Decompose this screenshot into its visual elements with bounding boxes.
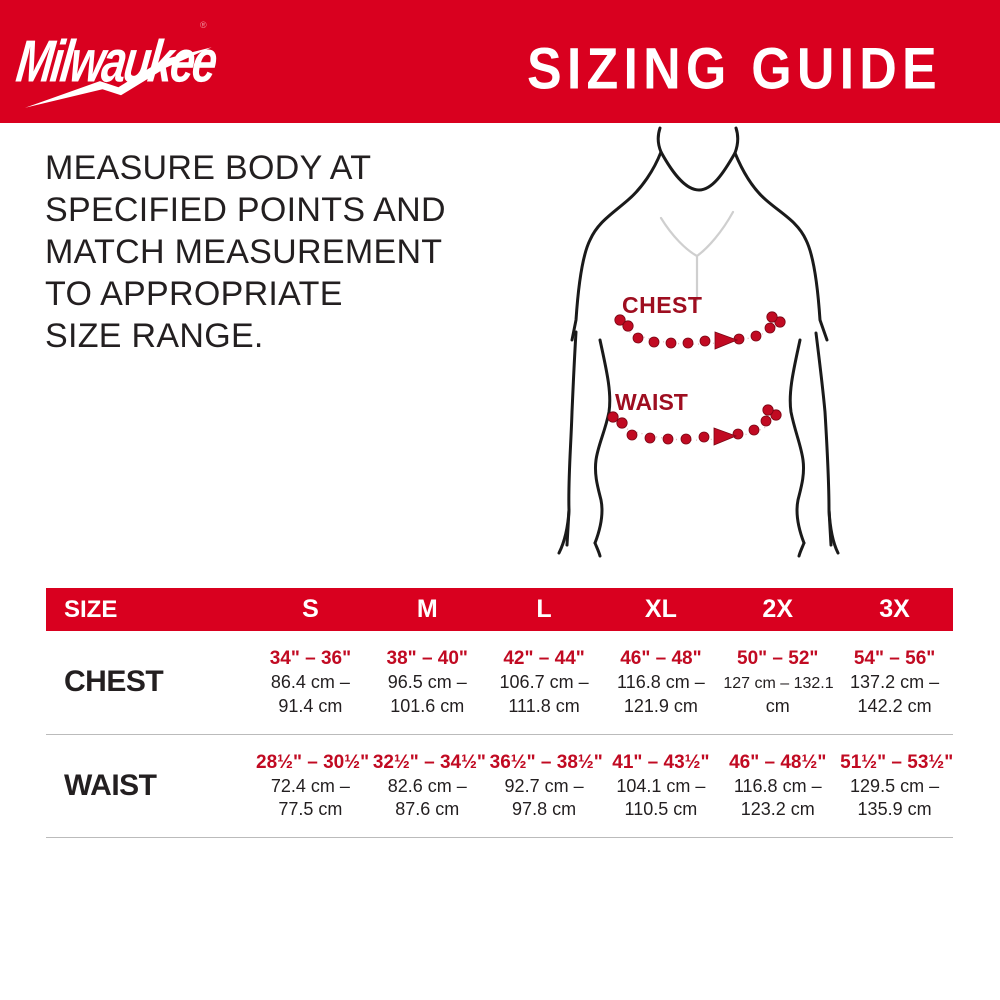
svg-text:WAIST: WAIST (615, 389, 688, 415)
svg-text:CHEST: CHEST (622, 292, 702, 318)
